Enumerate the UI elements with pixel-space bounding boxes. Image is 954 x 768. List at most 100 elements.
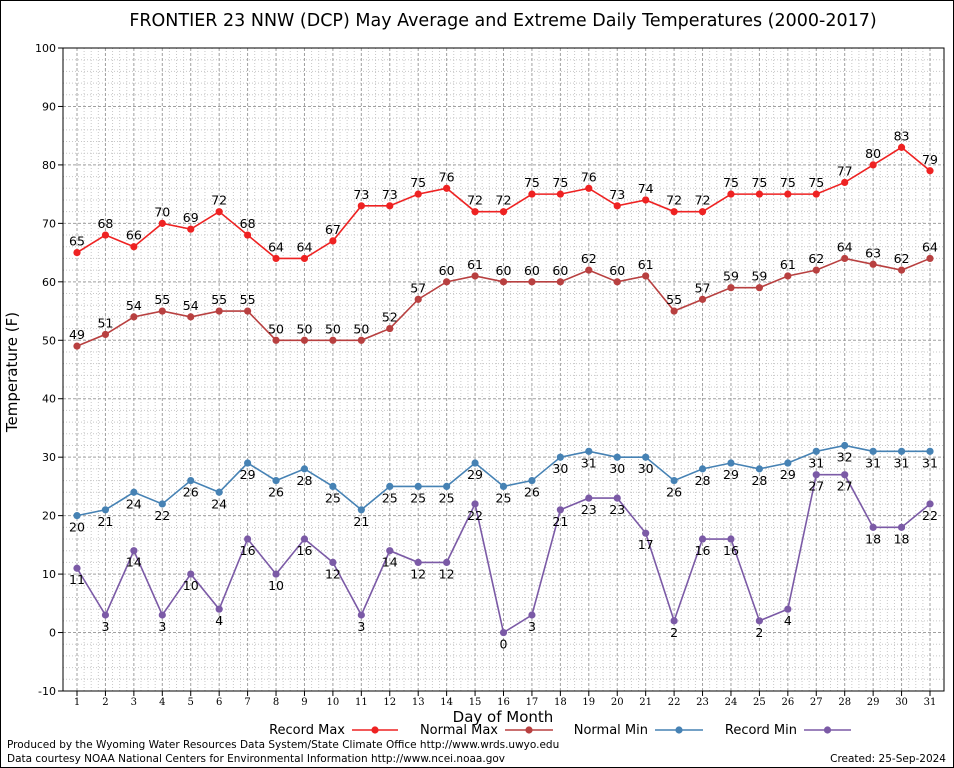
data-label: 73 xyxy=(353,187,369,202)
x-tick-label: 5 xyxy=(188,697,194,708)
x-tick-label: 16 xyxy=(497,697,510,708)
data-label: 17 xyxy=(638,537,654,552)
data-label: 61 xyxy=(780,257,796,272)
data-point xyxy=(897,523,906,531)
data-label: 11 xyxy=(69,572,85,587)
grid xyxy=(63,47,944,692)
plot-border xyxy=(62,47,945,692)
data-label: 80 xyxy=(865,146,881,161)
data-label: 26 xyxy=(666,485,682,500)
data-point xyxy=(755,465,764,473)
data-label: 31 xyxy=(894,455,910,470)
data-point xyxy=(499,482,508,491)
data-point xyxy=(187,570,195,578)
data-point xyxy=(897,266,906,274)
data-label: 25 xyxy=(325,490,341,505)
data-label: 50 xyxy=(353,321,369,336)
data-label: 23 xyxy=(581,502,597,517)
data-label: 25 xyxy=(410,490,426,505)
data-point xyxy=(784,272,792,280)
data-point xyxy=(386,482,394,491)
data-point xyxy=(73,248,81,257)
data-point xyxy=(642,272,650,280)
data-label: 72 xyxy=(666,193,682,208)
data-point xyxy=(414,482,422,491)
data-point xyxy=(101,231,110,239)
y-tick-label: 90 xyxy=(42,100,56,113)
data-label: 31 xyxy=(922,455,938,470)
data-point xyxy=(812,471,820,479)
data-label: 31 xyxy=(581,455,597,470)
data-label: 22 xyxy=(467,508,483,523)
x-tick-label: 28 xyxy=(838,697,851,708)
x-tick-label: 27 xyxy=(810,697,823,708)
x-tick-label: 4 xyxy=(159,697,165,708)
footer-produced-by: Produced by the Wyoming Water Resources … xyxy=(7,739,560,751)
legend-item: Record Min xyxy=(725,723,851,738)
data-point xyxy=(130,313,138,321)
data-label: 26 xyxy=(268,485,284,500)
data-label: 50 xyxy=(325,321,341,336)
data-point xyxy=(244,307,252,315)
data-label: 27 xyxy=(837,479,853,494)
data-label: 67 xyxy=(325,222,341,237)
data-point xyxy=(471,272,479,280)
data-label: 60 xyxy=(609,263,625,278)
series-normal-max: 49 51 54 55 54 55 55 50 50 50 50 52 57 60 61 60 60 60 62 60… xyxy=(69,239,938,350)
data-point xyxy=(528,190,536,198)
data-label: 31 xyxy=(865,455,881,470)
legend-marker xyxy=(525,726,533,734)
data-label: 0 xyxy=(500,637,508,652)
data-point xyxy=(926,254,934,263)
data-label: 12 xyxy=(410,566,426,581)
data-label: 21 xyxy=(353,514,369,529)
data-label: 61 xyxy=(467,257,483,272)
data-label: 64 xyxy=(268,239,284,254)
data-label: 68 xyxy=(240,216,256,231)
data-point xyxy=(869,523,877,531)
data-label: 62 xyxy=(894,251,910,266)
data-point xyxy=(642,529,650,537)
data-label: 54 xyxy=(126,298,142,313)
data-point xyxy=(670,476,678,485)
data-label: 3 xyxy=(357,619,365,634)
data-label: 4 xyxy=(215,613,223,628)
data-label: 55 xyxy=(211,292,227,307)
data-label: 59 xyxy=(751,269,767,284)
data-label: 12 xyxy=(325,566,341,581)
data-label: 70 xyxy=(154,204,170,219)
data-point xyxy=(187,313,195,321)
data-point xyxy=(244,459,252,467)
data-point xyxy=(812,266,820,274)
data-label: 76 xyxy=(439,169,455,184)
data-label: 60 xyxy=(524,263,540,278)
data-point xyxy=(670,208,678,216)
data-point xyxy=(386,202,394,210)
data-point xyxy=(698,535,707,543)
data-label: 72 xyxy=(211,193,227,208)
data-point xyxy=(926,500,934,508)
data-point xyxy=(528,278,536,286)
x-tick-label: 15 xyxy=(469,697,482,708)
data-point xyxy=(613,278,621,286)
data-label: 22 xyxy=(922,508,938,523)
data-label: 10 xyxy=(268,578,284,593)
data-point xyxy=(556,506,564,514)
data-point xyxy=(784,190,792,198)
data-point xyxy=(727,190,735,198)
footer-data-courtesy: Data courtesy NOAA National Centers for … xyxy=(7,753,506,765)
data-point xyxy=(499,208,508,216)
data-point xyxy=(443,558,451,567)
data-point xyxy=(244,535,252,543)
data-label: 27 xyxy=(808,479,824,494)
data-label: 3 xyxy=(528,619,536,634)
x-axis-label: Day of Month xyxy=(453,708,554,726)
data-point xyxy=(272,254,280,263)
y-tick-label: 40 xyxy=(42,393,56,406)
data-point xyxy=(101,506,110,514)
data-label: 64 xyxy=(922,239,938,254)
data-point xyxy=(869,260,877,268)
data-label: 21 xyxy=(97,514,113,529)
data-label: 62 xyxy=(581,251,597,266)
data-label: 21 xyxy=(552,514,568,529)
